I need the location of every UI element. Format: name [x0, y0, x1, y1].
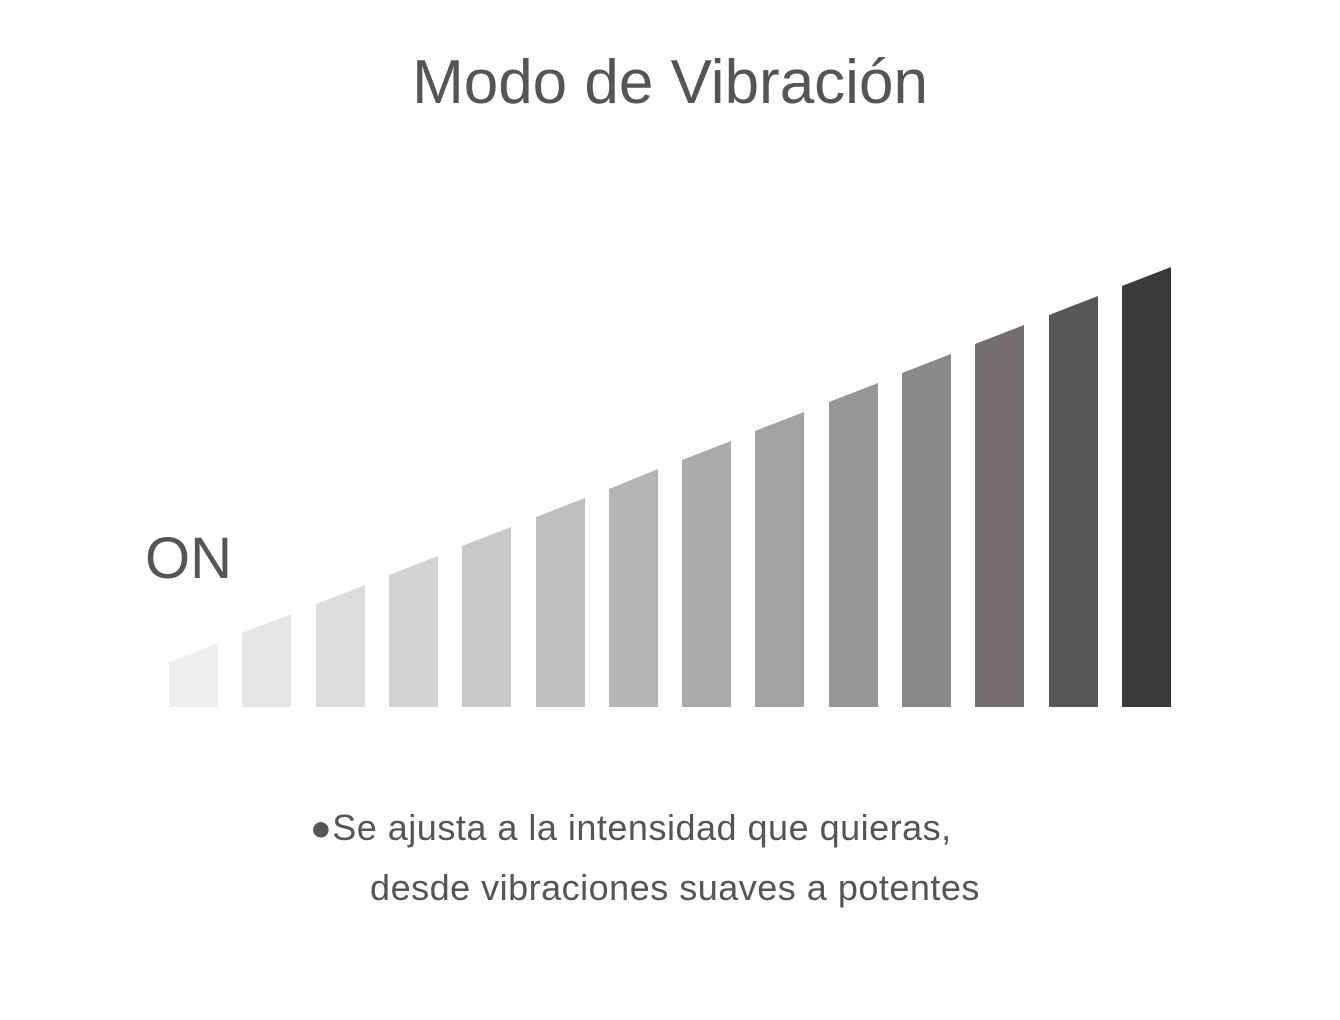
title: Modo de Vibración: [412, 48, 928, 117]
bar: [316, 585, 365, 707]
bar: [1049, 296, 1098, 707]
intensity-bars: [169, 267, 1171, 707]
bar: [975, 325, 1024, 707]
bar: [1122, 267, 1171, 707]
bar: [389, 556, 438, 707]
bar: [755, 412, 804, 707]
bar: [609, 469, 658, 707]
on-label: ON: [145, 526, 232, 591]
bar: [462, 527, 511, 707]
bar: [242, 614, 291, 707]
description-line: desde vibraciones suaves a potentes: [370, 867, 980, 908]
bar: [169, 643, 218, 707]
bar: [682, 441, 731, 707]
description-line: ●Se ajusta a la intensidad que quieras,: [310, 807, 952, 848]
bar: [902, 354, 951, 707]
bar: [536, 498, 585, 707]
bar: [829, 383, 878, 707]
